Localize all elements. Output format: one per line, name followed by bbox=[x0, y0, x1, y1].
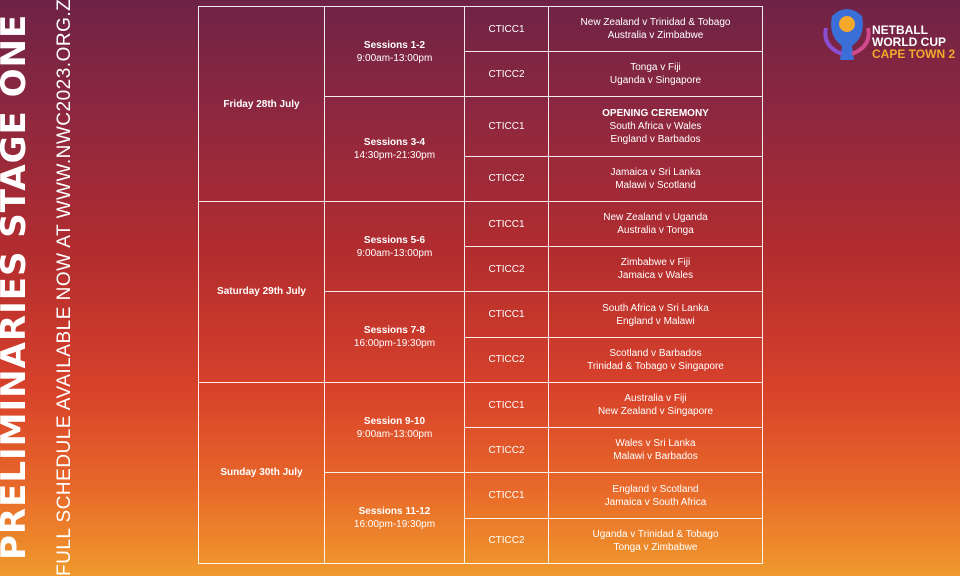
trophy-icon bbox=[823, 9, 871, 60]
session-time: 9:00am-13:00pm bbox=[356, 428, 433, 440]
session-cell: Session 9-10 9:00am-13:00pm bbox=[324, 381, 465, 474]
session-name: Sessions 5-6 bbox=[363, 234, 426, 246]
match: Malawi v Scotland bbox=[615, 179, 696, 191]
matches-cell: Uganda v Trinidad & Tobago Tonga v Zimba… bbox=[548, 517, 763, 565]
session-time: 9:00am-13:00pm bbox=[356, 52, 433, 64]
session-cell: Sessions 11-12 16:00pm-19:30pm bbox=[324, 472, 465, 564]
schedule-table: Friday 28th July Sessions 1-2 9:00am-13:… bbox=[198, 5, 763, 565]
matches-cell: South Africa v Sri Lanka England v Malaw… bbox=[548, 291, 763, 338]
venue-cell: CTICC1 bbox=[464, 201, 549, 248]
session-cell: Sessions 7-8 16:00pm-19:30pm bbox=[324, 291, 465, 383]
matches-cell: Scotland v Barbados Trinidad & Tobago v … bbox=[548, 336, 763, 383]
match: South Africa v Wales bbox=[609, 121, 702, 133]
match: New Zealand v Singapore bbox=[597, 406, 714, 418]
match: Uganda v Singapore bbox=[609, 75, 702, 87]
venue-cell: CTICC1 bbox=[464, 96, 549, 157]
venue-cell: CTICC2 bbox=[464, 51, 549, 98]
match: Uganda v Trinidad & Tobago bbox=[592, 528, 719, 540]
session-name: Sessions 3-4 bbox=[363, 137, 426, 149]
matches-cell: Tonga v Fiji Uganda v Singapore bbox=[548, 51, 763, 98]
venue-cell: CTICC1 bbox=[464, 5, 549, 53]
match: England v Barbados bbox=[610, 134, 701, 146]
match: Australia v Tonga bbox=[617, 225, 694, 237]
session-time: 16:00pm-19:30pm bbox=[353, 338, 436, 350]
match: South Africa v Sri Lanka bbox=[602, 302, 709, 314]
venue-cell: CTICC2 bbox=[464, 155, 549, 203]
matches-cell: Jamaica v Sri Lanka Malawi v Scotland bbox=[548, 155, 763, 203]
session-time: 16:00pm-19:30pm bbox=[353, 519, 436, 531]
stage-title: PRELIMINARIES STAGE ONE bbox=[0, 13, 34, 560]
session-cell: Sessions 3-4 14:30pm-21:30pm bbox=[324, 96, 465, 203]
session-time: 9:00am-13:00pm bbox=[356, 247, 433, 259]
session-cell: Sessions 5-6 9:00am-13:00pm bbox=[324, 201, 465, 293]
match: England v Scotland bbox=[612, 483, 699, 495]
session-name: Sessions 11-12 bbox=[358, 506, 431, 518]
match: Jamaica v Wales bbox=[617, 270, 694, 282]
match: Tonga v Fiji bbox=[630, 62, 681, 74]
matches-cell: New Zealand v Trinidad & Tobago Australi… bbox=[548, 5, 763, 53]
session-time: 14:30pm-21:30pm bbox=[353, 150, 436, 162]
match: New Zealand v Trinidad & Tobago bbox=[580, 17, 731, 29]
match: Tonga v Zimbabwe bbox=[613, 541, 698, 553]
match: Scotland v Barbados bbox=[609, 347, 702, 359]
session-name: Sessions 7-8 bbox=[363, 325, 426, 337]
match: Wales v Sri Lanka bbox=[615, 438, 696, 450]
opening-ceremony-label: OPENING CEREMONY bbox=[602, 108, 709, 120]
match: Zimbabwe v Fiji bbox=[620, 257, 691, 269]
match: Malawi v Barbados bbox=[613, 451, 698, 463]
logo-line-3: CAPE TOWN 2 bbox=[872, 47, 956, 61]
logo-line-1: NETBALL bbox=[872, 23, 928, 37]
venue-cell: CTICC2 bbox=[464, 336, 549, 383]
match: New Zealand v Uganda bbox=[603, 212, 708, 224]
venue-cell: CTICC2 bbox=[464, 246, 549, 293]
day-cell: Friday 28th July bbox=[198, 5, 325, 203]
logo-line-2: WORLD CUP bbox=[872, 35, 946, 49]
matches-cell: Wales v Sri Lanka Malawi v Barbados bbox=[548, 427, 763, 474]
matches-cell: England v Scotland Jamaica v South Afric… bbox=[548, 472, 763, 519]
session-name: Session 9-10 bbox=[363, 415, 426, 427]
match: Jamaica v Sri Lanka bbox=[610, 166, 701, 178]
day-cell: Saturday 29th July bbox=[198, 201, 325, 383]
match: Trinidad & Tobago v Singapore bbox=[587, 360, 724, 372]
session-name: Sessions 1-2 bbox=[363, 39, 426, 51]
day-cell: Sunday 30th July bbox=[198, 381, 325, 565]
venue-cell: CTICC2 bbox=[464, 517, 549, 565]
matches-cell: OPENING CEREMONY South Africa v Wales En… bbox=[548, 96, 763, 157]
venue-cell: CTICC2 bbox=[464, 427, 549, 474]
match: Jamaica v South Africa bbox=[604, 496, 707, 508]
netball-world-cup-logo: NETBALL WORLD CUP CAPE TOWN 2 bbox=[822, 6, 960, 66]
match: Australia v Zimbabwe bbox=[607, 30, 704, 42]
side-banner: PRELIMINARIES STAGE ONE bbox=[0, 0, 34, 560]
match: Australia v Fiji bbox=[624, 393, 687, 405]
matches-cell: Australia v Fiji New Zealand v Singapore bbox=[548, 381, 763, 429]
session-cell: Sessions 1-2 9:00am-13:00pm bbox=[324, 5, 465, 98]
schedule-url-note: FULL SCHEDULE AVAILABLE NOW AT WWW.NWC20… bbox=[54, 0, 75, 576]
venue-cell: CTICC1 bbox=[464, 381, 549, 429]
match: England v Malawi bbox=[616, 315, 695, 327]
matches-cell: New Zealand v Uganda Australia v Tonga bbox=[548, 201, 763, 248]
venue-cell: CTICC1 bbox=[464, 291, 549, 338]
matches-cell: Zimbabwe v Fiji Jamaica v Wales bbox=[548, 246, 763, 293]
venue-cell: CTICC1 bbox=[464, 472, 549, 519]
